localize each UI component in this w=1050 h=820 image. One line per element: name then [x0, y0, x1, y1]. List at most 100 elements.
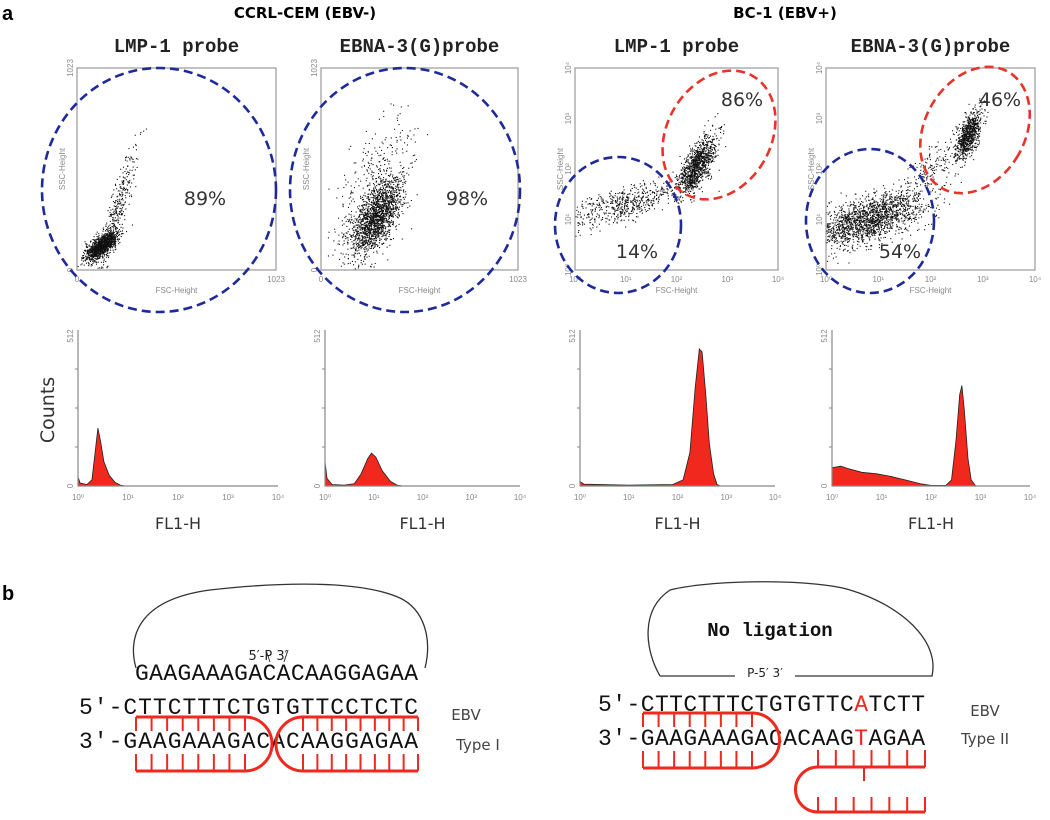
scatter-point: [112, 235, 114, 237]
scatter-point: [357, 234, 359, 236]
scatter-point: [693, 174, 695, 176]
scatter-point: [93, 248, 95, 250]
scatter-point: [401, 238, 403, 240]
scatter-point: [113, 229, 115, 231]
scatter-point: [378, 195, 380, 197]
scatter-point: [354, 226, 356, 228]
scatter-point: [106, 254, 108, 256]
scatter-point: [351, 241, 353, 243]
scatter-point: [582, 224, 584, 226]
scatter-point: [353, 242, 355, 244]
scatter-point: [103, 260, 105, 262]
scatter-point: [376, 252, 378, 254]
scatter-point: [684, 183, 686, 185]
scatter-point: [350, 185, 352, 187]
scatter-point: [703, 161, 705, 163]
scatter-point: [693, 167, 695, 169]
scatter-point: [707, 155, 709, 157]
scatter-point: [390, 192, 392, 194]
scatter-point: [122, 199, 124, 201]
scatter-point: [390, 193, 392, 195]
scatter-point: [96, 258, 98, 260]
scatter-point: [100, 247, 102, 249]
scatter-point: [368, 189, 370, 191]
scatter-point: [104, 250, 106, 252]
scatter-point: [104, 249, 106, 251]
scatter-point: [701, 163, 703, 165]
scatter-point: [110, 228, 112, 230]
scatter-point: [366, 170, 368, 172]
scatter-point: [382, 235, 384, 237]
scatter-point: [381, 141, 383, 143]
scatter-point: [637, 205, 639, 207]
scatter-point: [621, 192, 623, 194]
scatter-point: [704, 152, 706, 154]
scatter-point: [379, 181, 381, 183]
scatter-point: [688, 171, 690, 173]
scatter-point: [366, 256, 368, 258]
scatter-point: [398, 187, 400, 189]
scatter-point: [102, 249, 104, 251]
scatter-point: [358, 235, 360, 237]
scatter-point: [638, 204, 640, 206]
scatter-point: [113, 227, 115, 229]
scatter-point: [92, 256, 94, 258]
scatter-point: [347, 257, 349, 259]
scatter-point: [106, 247, 108, 249]
scatter-point: [700, 154, 702, 156]
scatter-point: [714, 156, 716, 158]
scatter-point: [371, 170, 373, 172]
scatter-point: [99, 249, 101, 251]
scatter-point: [623, 214, 625, 216]
scatter-point: [355, 235, 357, 237]
scatter-point: [378, 218, 380, 220]
scatter-point: [717, 113, 719, 115]
scatter-point: [695, 156, 697, 158]
plot-title: LMP-1 probe: [614, 36, 739, 58]
scatter-point: [697, 165, 699, 167]
scatter-point: [114, 225, 116, 227]
scatter-point: [104, 248, 106, 250]
scatter-point: [129, 181, 131, 183]
scatter-point: [710, 178, 712, 180]
scatter-point: [339, 258, 341, 260]
scatter-point: [661, 186, 663, 188]
scatter-point: [347, 263, 349, 265]
scatter-point: [110, 235, 112, 237]
scatter-point: [358, 252, 360, 254]
scatter-point: [355, 241, 357, 243]
scatter-point: [386, 167, 388, 169]
scatter-point: [86, 251, 88, 253]
scatter-point: [384, 200, 386, 202]
scatter-point: [382, 196, 384, 198]
scatter-point: [366, 221, 368, 223]
scatter-point: [389, 197, 391, 199]
scatter-point: [369, 198, 371, 200]
scatter-point: [712, 143, 714, 145]
scatter-point: [133, 174, 135, 176]
scatter-point: [630, 201, 632, 203]
scatter-point: [93, 236, 95, 238]
scatter-point: [702, 166, 704, 168]
scatter-point: [691, 201, 693, 203]
scatter-point: [116, 196, 118, 198]
scatter-point: [703, 147, 705, 149]
scatter-point: [121, 209, 123, 211]
scatter-point: [117, 218, 119, 220]
scatter-point: [385, 197, 387, 199]
scatter-point: [111, 233, 113, 235]
scatter-point: [92, 256, 94, 258]
scatter-point: [598, 217, 600, 219]
scatter-point: [694, 166, 696, 168]
scatter-point: [384, 238, 386, 240]
scatter-point: [698, 152, 700, 154]
scatter-point: [358, 225, 360, 227]
scatter-point: [688, 168, 690, 170]
scatter-point: [642, 195, 644, 197]
scatter-point: [103, 240, 105, 242]
scatter-point: [379, 232, 381, 234]
scatter-point: [374, 243, 376, 245]
scatter-point: [692, 172, 694, 174]
scatter-point: [118, 220, 120, 222]
scatter-point: [355, 181, 357, 183]
